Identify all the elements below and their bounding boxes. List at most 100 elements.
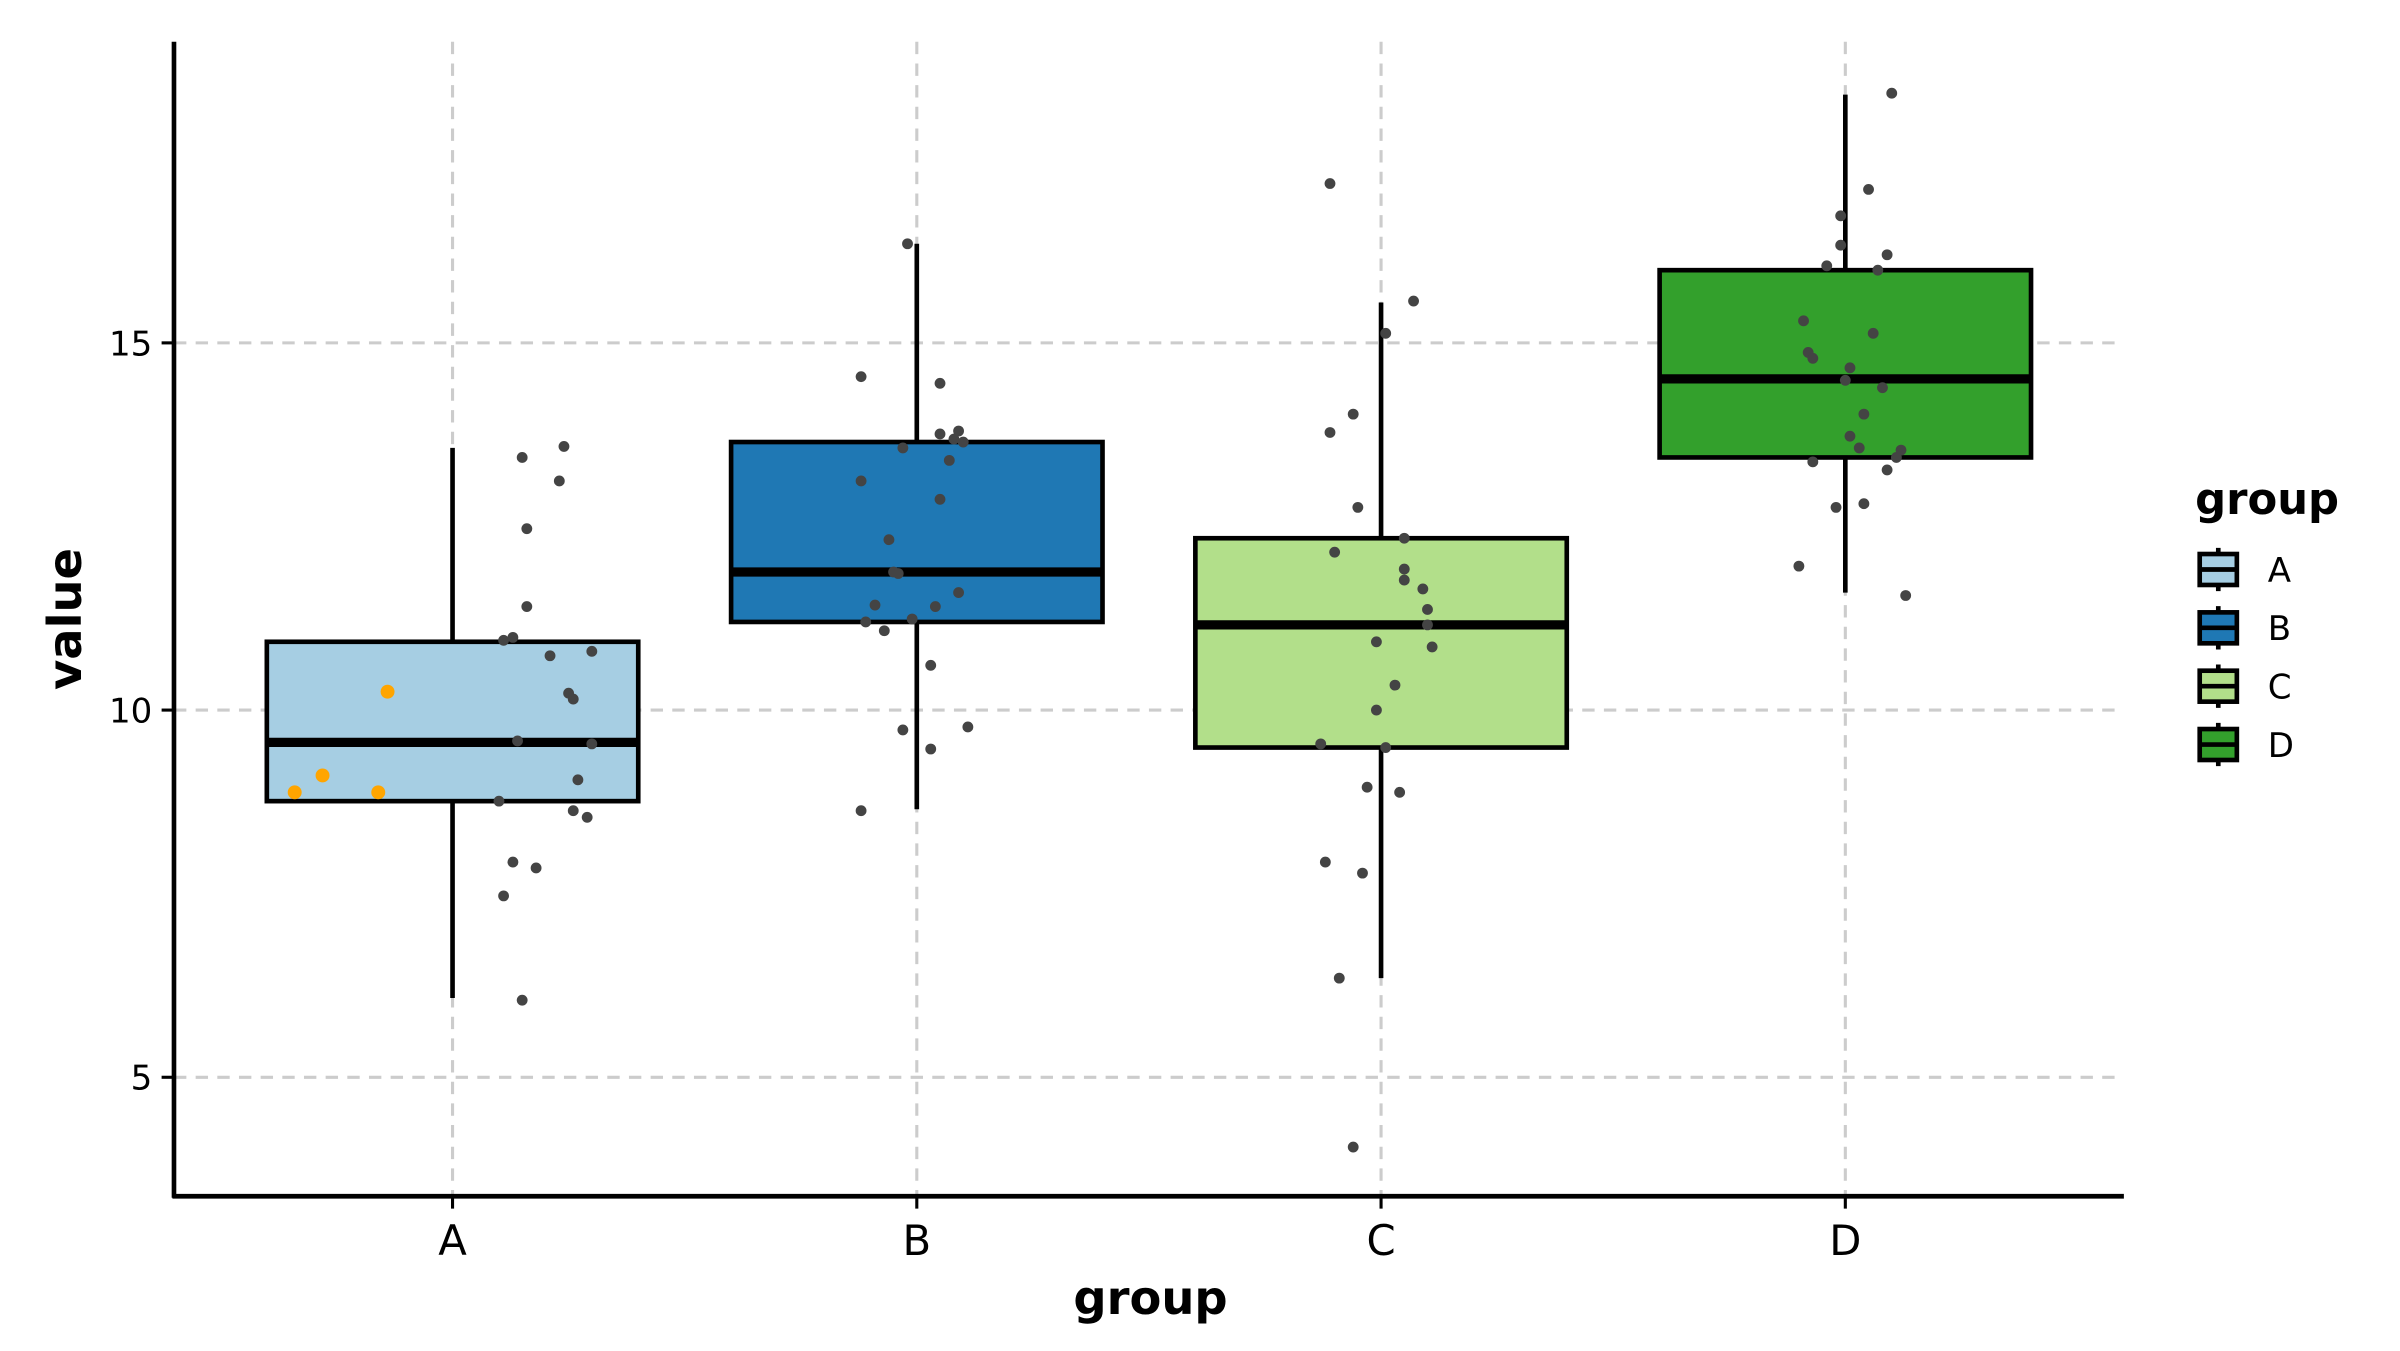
- boxes: [264, 94, 2034, 998]
- data-point: [1881, 464, 1893, 476]
- data-point: [1881, 249, 1893, 261]
- data-point: [962, 721, 974, 733]
- data-point: [925, 659, 937, 671]
- data-point: [957, 436, 969, 448]
- x-tick-label: D: [1829, 1216, 1861, 1265]
- data-point: [507, 631, 519, 643]
- data-point: [953, 587, 965, 598]
- data-point: [1408, 295, 1419, 307]
- data-point: [860, 616, 872, 628]
- data-point: [1417, 583, 1429, 595]
- data-point: [1872, 264, 1884, 276]
- data-point: [1329, 546, 1341, 558]
- data-point: [1398, 574, 1410, 586]
- y-tick-label: 15: [109, 324, 152, 364]
- data-point: [507, 856, 519, 868]
- data-point: [512, 735, 523, 747]
- data-point: [1380, 327, 1392, 339]
- data-point: [934, 493, 946, 505]
- box-B: [728, 439, 1105, 625]
- x-axis-label: group: [1073, 1271, 1227, 1325]
- data-point: [934, 428, 946, 440]
- data-point: [1426, 641, 1438, 653]
- data-point: [1867, 327, 1879, 339]
- data-point: [906, 613, 918, 625]
- data-point: [567, 693, 579, 705]
- data-point: [855, 475, 867, 487]
- data-point: [1422, 619, 1433, 631]
- data-point: [553, 475, 565, 487]
- data-point: [883, 534, 895, 546]
- legend-label: A: [2268, 551, 2291, 591]
- data-point: [925, 743, 937, 755]
- data-point: [1380, 742, 1392, 753]
- data-point: [572, 774, 584, 786]
- data-point: [586, 738, 598, 750]
- data-point: [1877, 382, 1888, 394]
- legend-label: C: [2268, 668, 2292, 708]
- data-point: [530, 862, 542, 874]
- x-tick-label: A: [438, 1216, 467, 1265]
- data-point: [1858, 408, 1870, 420]
- data-point: [516, 452, 528, 463]
- legend-label: D: [2268, 726, 2294, 766]
- data-point: [1830, 501, 1842, 513]
- highlighted-point: [380, 684, 395, 699]
- data-point: [1394, 786, 1406, 798]
- data-point: [1371, 636, 1382, 648]
- data-point: [855, 805, 867, 817]
- data-point: [586, 645, 598, 657]
- data-point: [1807, 456, 1819, 468]
- data-point: [1389, 679, 1401, 691]
- data-point: [1807, 352, 1819, 364]
- data-point: [1839, 374, 1851, 386]
- data-point: [929, 601, 941, 612]
- data-point: [1863, 183, 1874, 195]
- data-point: [1315, 738, 1327, 750]
- data-point: [1858, 498, 1870, 510]
- axes: 5 10 15 A B C D: [109, 41, 2124, 1265]
- data-point: [1319, 856, 1331, 868]
- y-axis-label: value: [38, 548, 92, 690]
- data-point: [1324, 427, 1336, 438]
- data-point: [878, 625, 890, 637]
- data-point: [1398, 563, 1410, 575]
- data-point: [516, 994, 528, 1006]
- data-point: [892, 568, 904, 579]
- data-point: [1886, 87, 1898, 99]
- data-point: [1890, 452, 1902, 463]
- data-point: [897, 724, 909, 736]
- data-point: [1371, 704, 1382, 716]
- data-point: [1844, 362, 1856, 374]
- grid: [173, 41, 2124, 1197]
- data-point: [493, 795, 505, 807]
- data-point: [581, 811, 593, 823]
- data-point: [1853, 442, 1865, 454]
- data-point: [948, 433, 960, 445]
- data-point: [521, 523, 533, 535]
- data-point: [897, 442, 909, 454]
- data-point: [1352, 501, 1364, 513]
- data-point: [1357, 867, 1368, 879]
- legend-title: group: [2195, 475, 2339, 525]
- data-point: [953, 425, 965, 437]
- data-point: [1347, 1141, 1359, 1153]
- x-tick-label: B: [902, 1216, 931, 1265]
- data-point: [1900, 590, 1912, 601]
- data-point: [902, 238, 913, 250]
- data-point: [1422, 604, 1433, 615]
- data-point: [1324, 178, 1336, 189]
- data-point: [1347, 408, 1359, 420]
- highlighted-point: [315, 768, 330, 783]
- data-point: [1361, 781, 1373, 793]
- data-point: [1793, 560, 1805, 572]
- data-point: [567, 805, 579, 817]
- data-point: [1798, 315, 1809, 327]
- data-point: [521, 601, 533, 612]
- data-point: [498, 634, 510, 646]
- y-tick-label: 5: [131, 1059, 153, 1099]
- data-point: [1333, 972, 1345, 984]
- data-point: [1835, 210, 1847, 222]
- data-point: [1821, 260, 1833, 272]
